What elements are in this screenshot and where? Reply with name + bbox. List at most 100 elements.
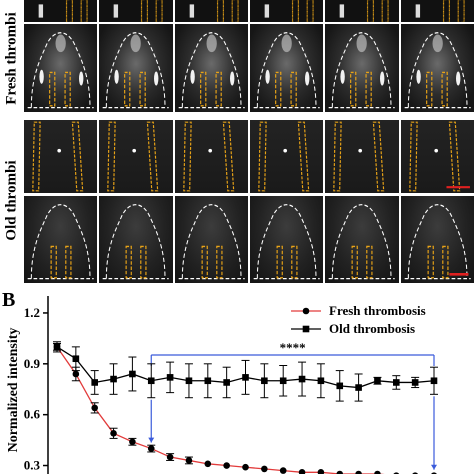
image-overlay — [102, 32, 169, 109]
image-overlay — [27, 204, 94, 280]
data-point — [317, 377, 325, 385]
fresh-top-strip — [24, 0, 474, 22]
data-point — [374, 377, 381, 385]
image-overlay — [253, 32, 320, 109]
data-point — [185, 377, 193, 385]
data-point — [72, 355, 80, 363]
image-overlay — [107, 121, 159, 192]
data-point — [147, 377, 155, 385]
roi-box — [350, 71, 357, 107]
data-point — [261, 465, 268, 473]
data-point — [374, 470, 381, 474]
data-point — [279, 467, 287, 474]
roi-box — [457, 0, 465, 22]
roi-box — [140, 245, 147, 279]
data-point — [261, 377, 268, 385]
image-overlay — [178, 204, 245, 280]
old-top-image-1 — [24, 120, 98, 193]
roi-box — [365, 71, 373, 107]
bright-spot — [358, 148, 363, 153]
fresh-top-image-6 — [400, 0, 474, 22]
roi-box — [141, 0, 149, 22]
image-overlay — [27, 32, 94, 109]
bright-spot — [38, 4, 44, 18]
roi-box — [215, 245, 223, 279]
old-top-image-2 — [99, 120, 173, 193]
bright-spot — [229, 71, 235, 86]
roi-box — [107, 121, 117, 192]
roi-box — [216, 0, 224, 22]
roi-box — [201, 245, 208, 279]
y-tick-label: 0.3 — [24, 458, 41, 473]
roi-box — [182, 121, 192, 192]
data-point — [91, 404, 98, 412]
data-point — [129, 370, 136, 378]
bright-spot — [114, 69, 120, 84]
arrow-head — [431, 464, 437, 470]
vessel-outline — [407, 32, 468, 108]
roi-box — [222, 121, 234, 192]
old-top-image-4 — [250, 120, 324, 193]
roi-box — [215, 71, 222, 107]
roi-box — [367, 0, 375, 22]
old-top-image-6 — [400, 120, 474, 193]
roi-box — [441, 245, 449, 279]
roi-box — [291, 0, 299, 22]
y-tick-label: 0.6 — [24, 407, 41, 422]
bright-spot — [339, 4, 345, 18]
image-overlay — [408, 121, 470, 192]
series-old-thrombosis — [53, 341, 438, 402]
data-point — [129, 438, 136, 446]
bright-spot — [189, 4, 194, 18]
roi-box — [124, 71, 131, 107]
old-bottom-image-row — [24, 196, 474, 283]
bright-spot — [356, 34, 368, 53]
fresh-bot-image-3 — [174, 24, 248, 112]
fresh-top-image-4 — [250, 0, 324, 22]
roi-box — [258, 121, 267, 192]
legend-label: Old thrombosis — [329, 321, 415, 336]
series-layer — [53, 341, 438, 474]
roi-box — [71, 121, 84, 192]
data-point — [298, 375, 306, 383]
image-overlay — [102, 204, 169, 280]
fresh-image-row — [24, 24, 474, 112]
data-point — [317, 469, 325, 474]
bright-spot — [206, 34, 217, 53]
roi-box — [408, 121, 418, 192]
data-point — [242, 463, 249, 471]
roi-box — [276, 245, 283, 279]
significance-stars: **** — [280, 340, 306, 355]
image-overlay — [404, 32, 471, 109]
image-overlay — [328, 204, 395, 280]
image-overlay — [38, 0, 88, 22]
data-point — [166, 453, 174, 461]
fresh-top-image-2 — [99, 0, 173, 22]
bright-spot — [130, 34, 142, 53]
legend-marker — [302, 325, 310, 333]
data-point — [430, 377, 438, 385]
image-overlay — [178, 32, 245, 109]
roi-box — [50, 245, 57, 279]
vessel-outline — [30, 204, 91, 279]
old-bot-image-4 — [250, 196, 324, 283]
roi-box — [441, 71, 448, 107]
roi-box — [291, 245, 298, 279]
legend-label: Fresh thrombosis — [329, 303, 426, 318]
y-axis-label: Normalized intensity — [6, 328, 21, 453]
bright-spot — [455, 71, 461, 86]
old-bot-image-6 — [400, 196, 474, 283]
roi-box — [351, 245, 359, 279]
data-point — [336, 382, 344, 390]
roi-box — [333, 121, 343, 192]
roi-box — [155, 0, 163, 22]
bright-spot — [416, 69, 421, 84]
data-point — [393, 379, 400, 386]
roi-box — [427, 245, 434, 279]
vessel-outline — [30, 32, 91, 108]
bright-spot — [113, 4, 119, 18]
data-point — [53, 343, 61, 351]
data-point — [242, 374, 249, 381]
y-ticks: 1.2 0.9 0.6 0.3 — [24, 305, 48, 473]
